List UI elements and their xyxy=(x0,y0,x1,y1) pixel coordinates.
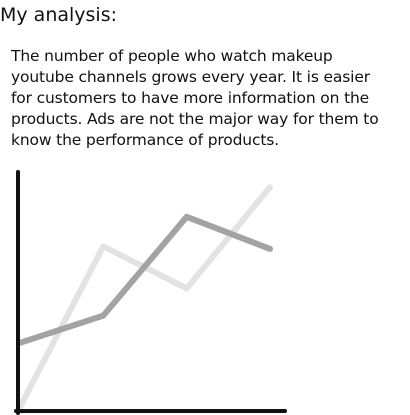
analysis-paragraph: The number of people who watch makeup yo… xyxy=(11,46,406,151)
analysis-line: The number of people who watch makeup xyxy=(11,47,333,65)
page-title: My analysis: xyxy=(0,4,118,26)
series-layer xyxy=(17,184,273,410)
analysis-line: youtube channels grows every year. It is… xyxy=(11,68,370,86)
series-line-1 xyxy=(17,184,273,410)
analysis-line: products. Ads are not the major way for … xyxy=(11,110,379,128)
analysis-line: know the performance of products. xyxy=(11,131,279,149)
series-line-2 xyxy=(17,213,273,346)
line-chart xyxy=(14,170,287,415)
analysis-line: for customers to have more information o… xyxy=(11,89,370,107)
